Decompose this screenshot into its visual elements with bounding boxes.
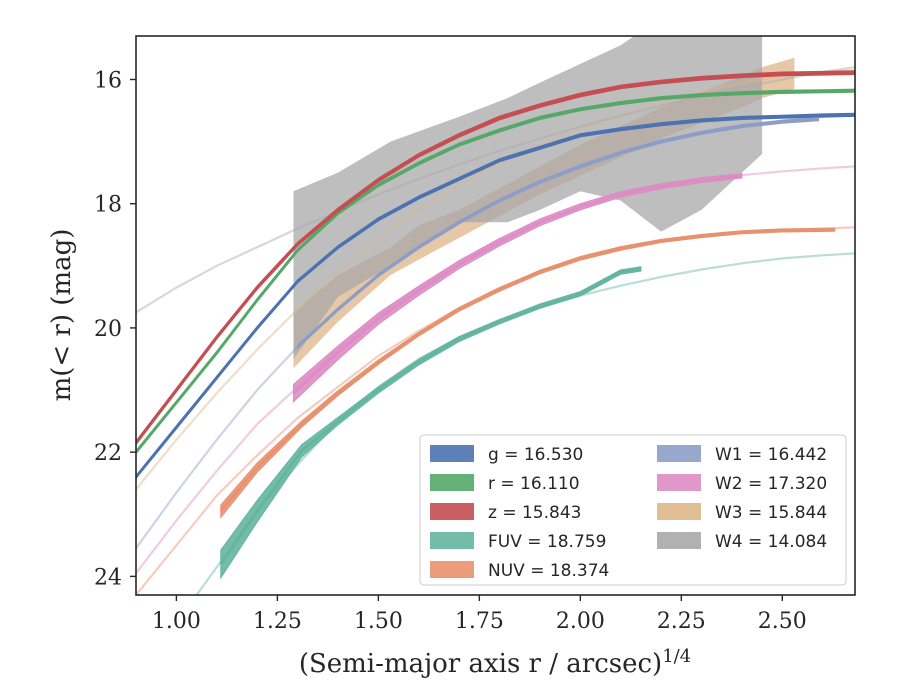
- band-FUV: [220, 266, 642, 580]
- legend-label-NUV: NUV = 18.374: [488, 561, 609, 581]
- model-curve-W4: [136, 66, 855, 314]
- plot-area: [136, 36, 855, 595]
- x-tick-label: 1.00: [152, 609, 201, 634]
- legend-swatch-NUV: [430, 561, 474, 578]
- band-layer: [293, 36, 795, 369]
- y-tick-label: 16: [94, 68, 122, 93]
- band-z: [136, 70, 855, 446]
- x-tick-label: 1.25: [253, 609, 302, 634]
- legend-swatch-g: [430, 445, 474, 462]
- y-tick-label: 22: [94, 441, 122, 466]
- model-curve-W3: [136, 69, 855, 491]
- legend-swatch-FUV: [430, 532, 474, 549]
- data-curve-NUV: [219, 228, 835, 512]
- legend-swatch-z: [430, 503, 474, 520]
- band-W4: [293, 36, 763, 359]
- x-tick-label: 1.75: [455, 609, 504, 634]
- data-curve-FUV: [219, 267, 642, 565]
- legend-label-W1: W1 = 16.442: [715, 445, 827, 465]
- band-NUV: [220, 227, 836, 519]
- data-curve-W1: [296, 117, 819, 348]
- legend-label-W2: W2 = 17.320: [715, 474, 827, 494]
- legend-label-r: r = 16.110: [488, 474, 580, 494]
- band-W1: [297, 117, 820, 350]
- x-tick-label: 2.25: [657, 609, 706, 634]
- legend-label-z: z = 15.843: [488, 503, 581, 523]
- x-tick-label: 1.50: [354, 609, 403, 634]
- data-curve-r: [136, 89, 855, 453]
- y-tick-label: 20: [94, 317, 122, 342]
- plot-frame: [135, 35, 856, 596]
- legend-swatch-W4: [657, 532, 701, 549]
- band-W2: [293, 173, 743, 403]
- x-tick-label: 2.00: [556, 609, 605, 634]
- y-tick-label: 24: [94, 565, 122, 590]
- x-tick-label: 2.50: [758, 609, 807, 634]
- x-axis-label: (Semi-major axis r / arcsec)1/4: [299, 646, 691, 679]
- legend-box: [419, 434, 847, 586]
- legend-label-W4: W4 = 14.084: [715, 532, 827, 552]
- data-curve-z: [136, 71, 855, 444]
- legend-swatch-r: [430, 474, 474, 491]
- legend-label-g: g = 16.530: [488, 445, 583, 465]
- legend-swatch-W1: [657, 445, 701, 462]
- legend-label-W3: W3 = 15.844: [715, 503, 827, 523]
- x-axis-ticks: 1.00 1.25 1.50 1.75 2.00 2.25 2.50: [152, 595, 807, 634]
- legend-label-FUV: FUV = 18.759: [488, 532, 606, 552]
- y-tick-label: 18: [94, 193, 122, 218]
- legend-swatch-W3: [657, 503, 701, 520]
- data-curve-W2: [292, 174, 743, 395]
- y-axis-label: m(< r) (mag): [47, 229, 77, 402]
- data-layer: [136, 70, 855, 580]
- legend-swatch-W2: [657, 474, 701, 491]
- legend: g = 16.530 r = 16.110 z = 15.843 FUV = 18.7…: [419, 434, 847, 586]
- data-curve-g: [136, 113, 855, 478]
- y-axis-ticks: 16 18 20 22 24: [94, 68, 136, 590]
